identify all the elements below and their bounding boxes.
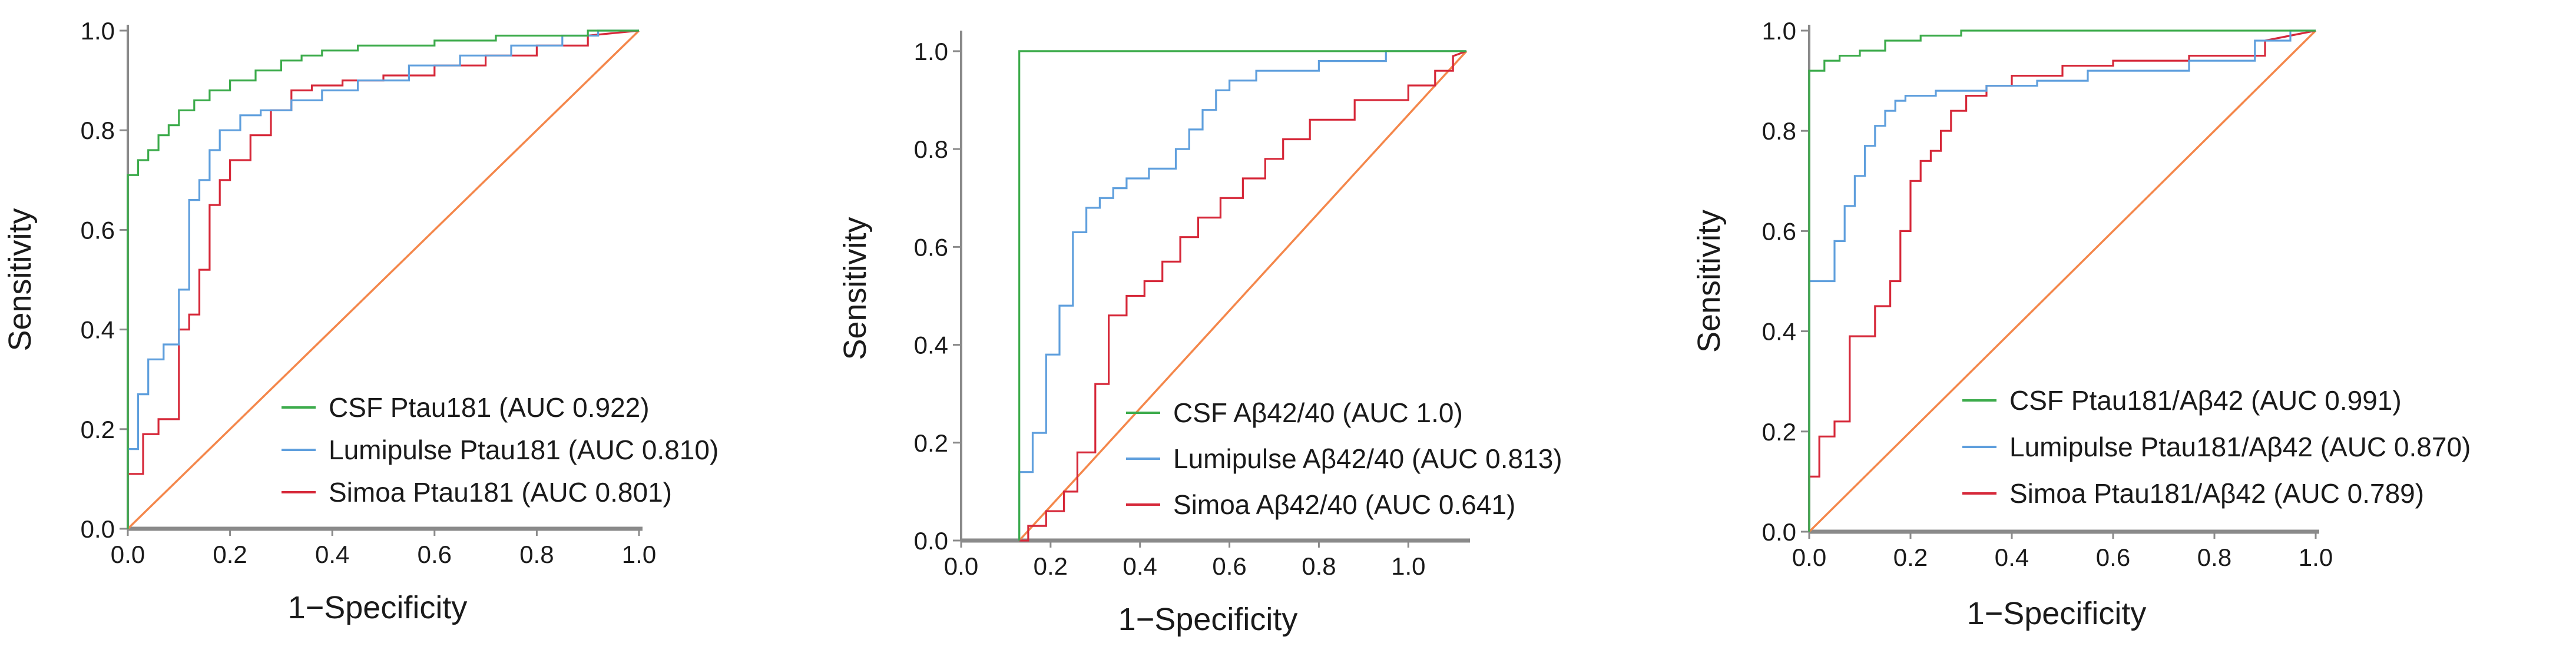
roc-curve-series-3 <box>1808 29 2316 532</box>
reference-diagonal-line <box>1808 29 2317 533</box>
y-tick-label: 1.0 <box>81 17 115 45</box>
y-tick-label: 0.6 <box>81 216 115 244</box>
y-axis-title: Sensitivity <box>2 208 38 351</box>
x-axis-title: 1−Specificity <box>288 590 468 625</box>
x-tick-label: 0.0 <box>944 552 978 580</box>
x-tick-label: 1.0 <box>1391 552 1425 580</box>
x-axis-title: 1−Specificity <box>1118 602 1298 637</box>
legend-label: CSF Ptau181 (AUC 0.922) <box>329 392 650 423</box>
chart-panel-2: 0.0 0.2 0.4 0.6 0.8 1.0 0.0 0.2 0.4 0.6 0.8 1.0 1−Sp… <box>837 31 1562 637</box>
x-tick-label: 0.2 <box>1034 552 1068 580</box>
x-tick-label: 0.4 <box>1995 543 2029 571</box>
x-tick-label: 0.8 <box>1302 552 1336 580</box>
roc-curve-series-2 <box>1018 50 1466 541</box>
y-axis-title: Sensitivity <box>837 217 873 360</box>
x-tick-label: 0.2 <box>213 541 247 568</box>
reference-diagonal-line <box>1018 50 1468 542</box>
legend-label: Lumipulse Ptau181/Aβ42 (AUC 0.870) <box>2009 432 2471 462</box>
x-tick-label: 0.6 <box>418 541 452 568</box>
x-tick-label: 0.0 <box>1792 543 1826 571</box>
y-tick-label: 0.2 <box>81 416 115 443</box>
legend-label: Lumipulse Ptau181 (AUC 0.810) <box>329 435 719 465</box>
x-tick-label: 1.0 <box>622 541 656 568</box>
x-tick-label: 0.0 <box>111 541 145 568</box>
y-tick-label: 0.4 <box>1762 318 1796 346</box>
y-tick-label: 1.0 <box>914 38 948 65</box>
x-tick-label: 1.0 <box>2299 543 2333 571</box>
y-tick-label: 1.0 <box>1762 17 1796 45</box>
roc-curve-series-1 <box>1808 29 2316 532</box>
x-tick-label: 0.6 <box>2096 543 2130 571</box>
y-tick-label: 0.2 <box>914 429 948 457</box>
legend: CSF Ptau181 (AUC 0.922) Lumipulse Ptau181… <box>282 392 719 508</box>
reference-diagonal-line <box>127 29 640 530</box>
x-tick-label: 0.6 <box>1212 552 1246 580</box>
roc-curve-series-1 <box>1018 50 1466 541</box>
roc-curve-series-3 <box>1019 50 1467 542</box>
y-tick-label: 0.0 <box>81 515 115 543</box>
legend-label: Lumipulse Aβ42/40 (AUC 0.813) <box>1173 443 1562 474</box>
legend-label: Simoa Ptau181 (AUC 0.801) <box>329 477 672 508</box>
y-tick-label: 0.0 <box>1762 518 1796 546</box>
y-tick-label: 0.2 <box>1762 418 1796 446</box>
legend-label: Simoa Aβ42/40 (AUC 0.641) <box>1173 489 1515 520</box>
legend: CSF Aβ42/40 (AUC 1.0) Lumipulse Aβ42/40 (… <box>1126 397 1562 520</box>
chart-panel-1: 0.0 0.2 0.4 0.6 0.8 1.0 0.0 0.2 0.4 0.6 0.8 1.0 1−Sp… <box>2 17 719 625</box>
roc-curve-series-2 <box>1808 29 2316 532</box>
roc-curve-series-1 <box>127 29 639 529</box>
roc-curve-series-3 <box>127 29 640 529</box>
x-tick-label: 0.4 <box>315 541 349 568</box>
legend-label: CSF Aβ42/40 (AUC 1.0) <box>1173 397 1463 428</box>
y-tick-label: 0.4 <box>81 316 115 344</box>
x-tick-label: 0.4 <box>1123 552 1157 580</box>
roc-curve-series-2 <box>127 29 639 529</box>
x-tick-label: 0.8 <box>519 541 554 568</box>
y-tick-label: 0.4 <box>914 332 948 359</box>
y-tick-label: 0.8 <box>1762 117 1796 145</box>
x-tick-label: 0.2 <box>1893 543 1928 571</box>
legend-label: Simoa Ptau181/Aβ42 (AUC 0.789) <box>2009 478 2424 509</box>
y-tick-label: 0.0 <box>914 527 948 555</box>
y-tick-label: 0.6 <box>1762 217 1796 245</box>
y-axis-title: Sensitivity <box>1691 210 1727 353</box>
legend-label: CSF Ptau181/Aβ42 (AUC 0.991) <box>2009 385 2402 416</box>
y-tick-label: 0.8 <box>81 117 115 144</box>
x-tick-label: 0.8 <box>2197 543 2231 571</box>
y-tick-label: 0.8 <box>914 135 948 163</box>
y-tick-label: 0.6 <box>914 233 948 261</box>
x-axis-title: 1−Specificity <box>1967 596 2147 631</box>
chart-panel-3: 0.0 0.2 0.4 0.6 0.8 1.0 0.0 0.2 0.4 0.6 0.8 1.0 1−Sp… <box>1691 17 2471 631</box>
legend: CSF Ptau181/Aβ42 (AUC 0.991) Lumipulse Pt… <box>1962 385 2471 509</box>
